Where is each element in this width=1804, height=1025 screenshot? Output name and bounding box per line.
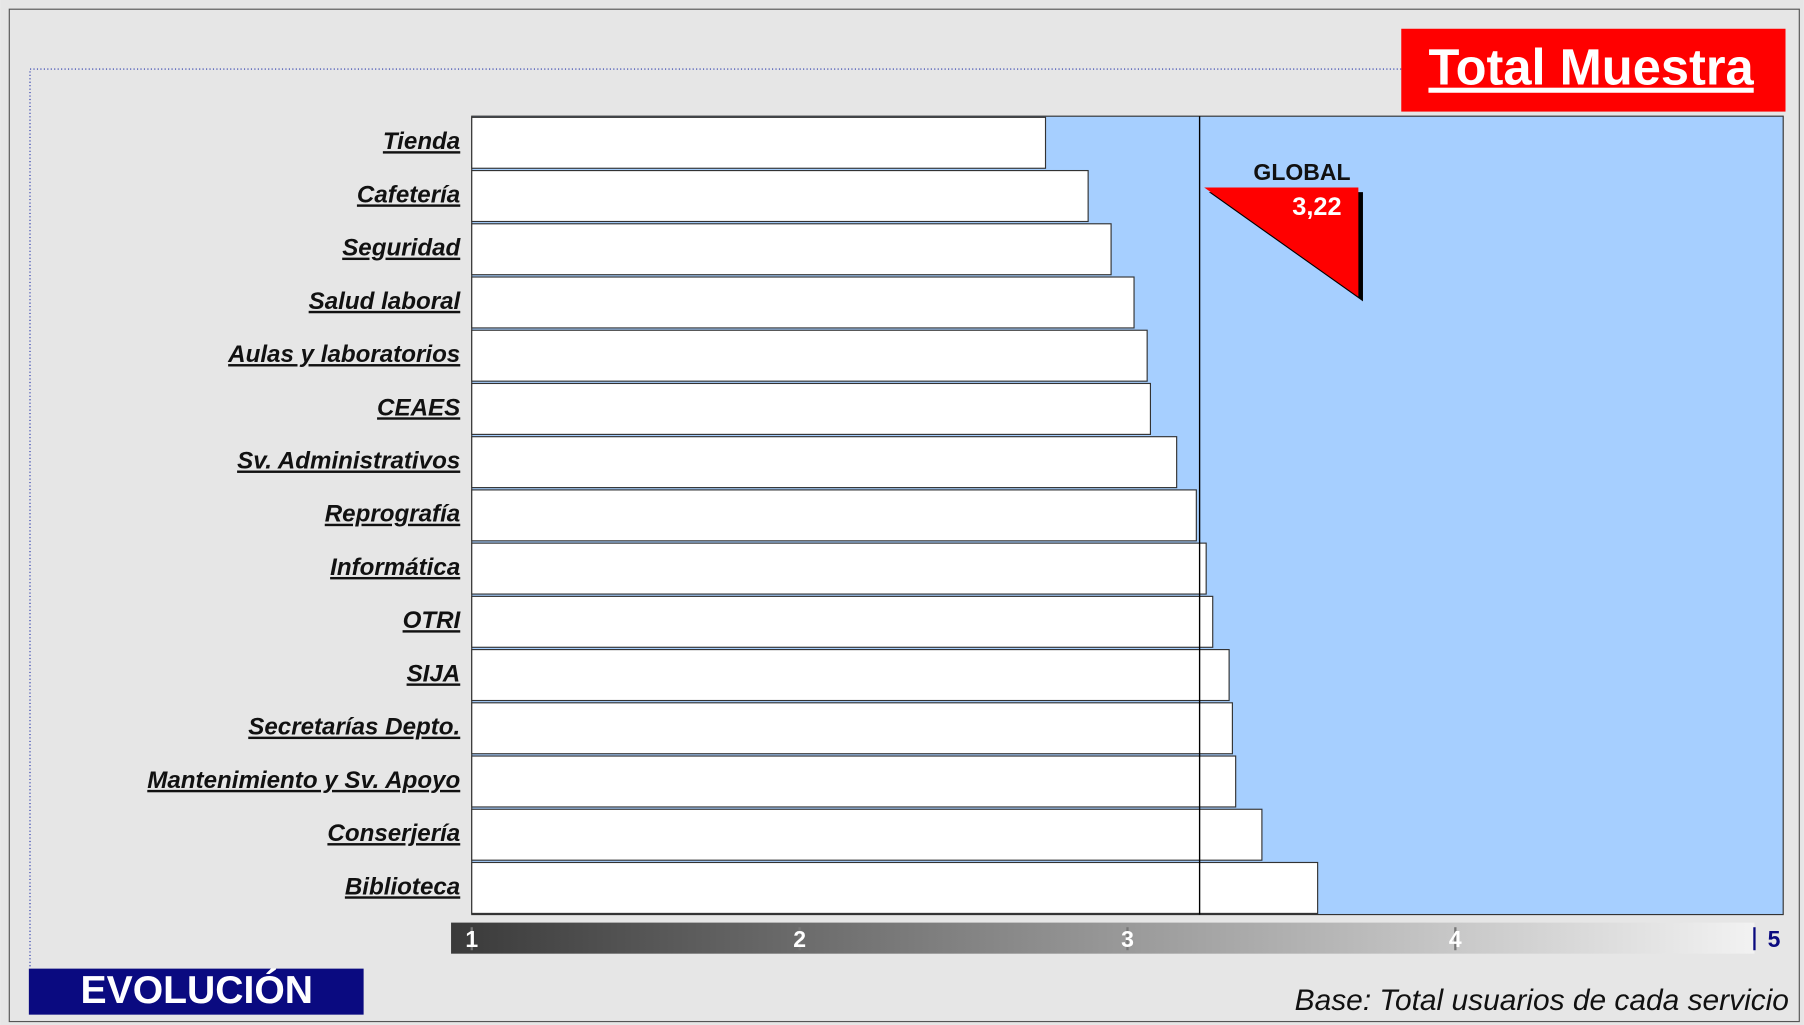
x-tick-label: 3: [1121, 926, 1134, 952]
category-label: Aulas y laboratorios: [227, 341, 460, 368]
category-label: Biblioteca: [345, 873, 460, 900]
title-box: [1401, 28, 1786, 112]
x-tick-label: 5: [1768, 926, 1781, 952]
global-label: GLOBAL: [1253, 159, 1350, 185]
scale-bar: [451, 922, 1755, 954]
bar: [471, 169, 1089, 223]
bar: [471, 808, 1263, 861]
bar: [471, 542, 1207, 595]
category-label: Informática: [330, 554, 460, 581]
bar: [471, 489, 1197, 542]
dotted-frame: [29, 68, 1402, 967]
x-tick-label: 2: [793, 926, 806, 952]
bar: [471, 223, 1112, 276]
category-label: Secretarías Depto.: [248, 714, 460, 741]
bar: [471, 702, 1233, 755]
category-label: Seguridad: [342, 235, 461, 262]
bar: [471, 329, 1148, 382]
bar: [471, 116, 1047, 169]
category-label: SIJA: [407, 660, 461, 687]
category-label: Cafetería: [357, 181, 460, 208]
x-tick-label: 1: [465, 926, 478, 952]
category-label: Conserjería: [327, 820, 460, 847]
chart-title: Total Muestra: [1428, 39, 1754, 96]
frame: [8, 8, 1800, 1023]
bar: [471, 649, 1230, 702]
evolucion-button[interactable]: [28, 968, 364, 1015]
base-note: Base: Total usuarios de cada servicio: [1295, 984, 1789, 1017]
bar: [471, 382, 1152, 435]
x-tick-label: 4: [1449, 926, 1462, 952]
bar: [471, 755, 1237, 808]
category-label: OTRI: [403, 607, 462, 634]
category-label: CEAES: [377, 394, 460, 421]
bar: [471, 276, 1135, 329]
evolucion-label[interactable]: EVOLUCIÓN: [81, 968, 314, 1012]
category-label: Sv. Administrativos: [237, 448, 460, 475]
global-marker: [1204, 187, 1359, 297]
global-value-label: 3,22: [1292, 193, 1341, 221]
category-label: Tienda: [383, 128, 460, 155]
category-label: Salud laboral: [309, 288, 462, 315]
bar: [471, 861, 1319, 914]
category-label: Reprografía: [325, 501, 461, 528]
bar: [471, 436, 1178, 489]
category-label: Mantenimiento y Sv. Apoyo: [147, 767, 460, 794]
bar: [471, 595, 1214, 648]
